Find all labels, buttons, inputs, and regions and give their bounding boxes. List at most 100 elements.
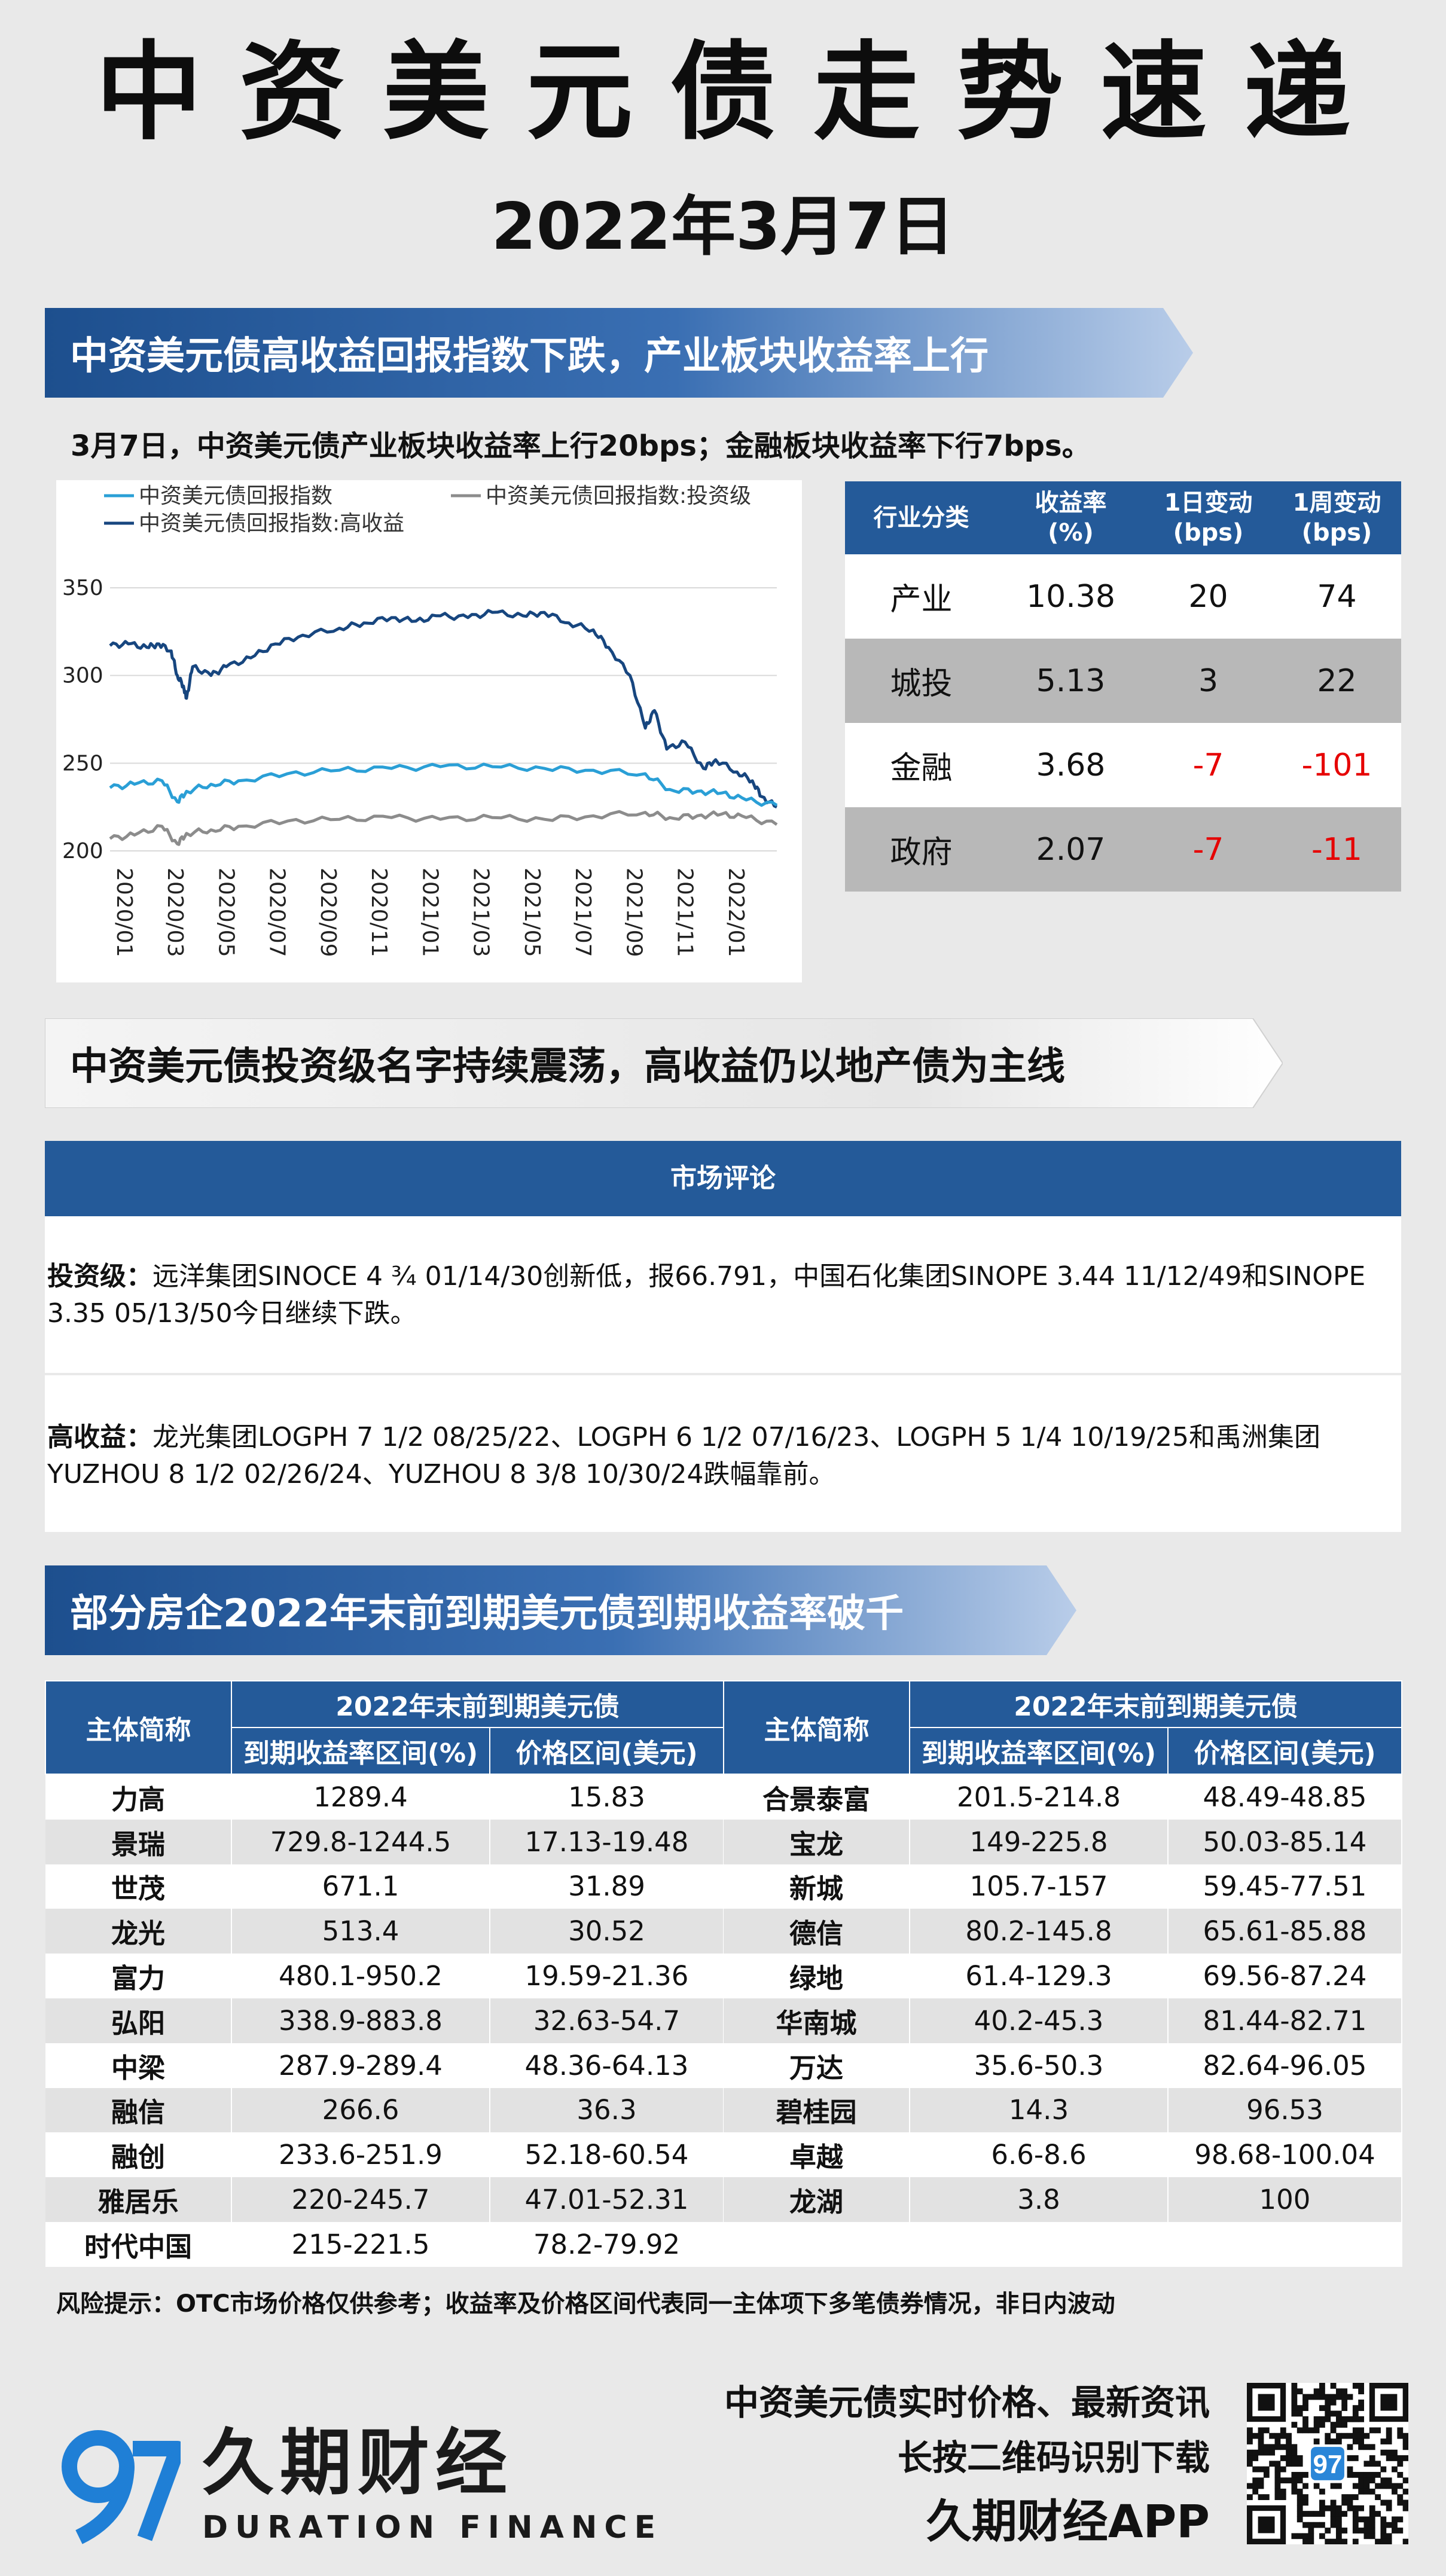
legend-total: 中资美元债回报指数: [139, 484, 332, 508]
hy-comment-text: 龙光集团LOGPH 7 1/2 08/25/22、LOGPH 6 1/2 07/…: [47, 1422, 1321, 1490]
yield-range: 513.4: [231, 1909, 490, 1954]
yield-range: 480.1-950.2: [231, 1954, 490, 1998]
table-row: 德信 80.2-145.8 65.61-85.88: [724, 1909, 1402, 1954]
industry-1d: 3: [1144, 639, 1273, 723]
entity-name: 万达: [724, 2043, 910, 2088]
entity-name: 世茂: [45, 1864, 232, 1909]
table-row: 中梁 287.9-289.4 48.36-64.13: [45, 2043, 724, 2088]
x-tick-label: 2020/07: [265, 868, 289, 957]
yield-range: 80.2-145.8: [910, 1909, 1169, 1954]
price-range: 78.2-79.92: [490, 2221, 724, 2267]
y-tick-label: 300: [62, 664, 103, 688]
x-tick-label: 2021/05: [520, 868, 544, 957]
entity-name: 龙光: [45, 1909, 232, 1954]
industry-1d: -7: [1144, 807, 1273, 892]
price-range: 30.52: [490, 1909, 724, 1954]
col-group: 2022年末前到期美元债: [909, 1680, 1402, 1728]
price-range: 48.49-48.85: [1168, 1774, 1402, 1820]
table-row: 万达 35.6-50.3 82.64-96.05: [724, 2043, 1402, 2088]
x-tick-label: 2020/03: [163, 868, 187, 957]
table-row: 融创 233.6-251.9 52.18-60.54: [45, 2132, 724, 2178]
price-range: 59.45-77.51: [1168, 1864, 1402, 1909]
yield-range: 266.6: [231, 2087, 490, 2133]
brand-logo: [55, 2425, 185, 2544]
table-row: 碧桂园 14.3 96.53: [724, 2087, 1402, 2133]
qr-code[interactable]: 97: [1247, 2383, 1409, 2545]
entity-name: 德信: [724, 1909, 910, 1954]
yield-range: 14.3: [910, 2087, 1169, 2133]
header-1w-change: 1周变动 (bps): [1273, 481, 1401, 554]
col-entity: 主体简称: [723, 1680, 910, 1775]
col-yield-range: 到期收益率区间(%): [231, 1727, 490, 1775]
col-price-range: 价格区间(美元): [489, 1727, 724, 1775]
industry-name: 政府: [845, 807, 997, 892]
industry-1w: 22: [1273, 639, 1401, 723]
price-range: 36.3: [490, 2087, 724, 2133]
yield-range: 220-245.7: [231, 2177, 490, 2222]
industry-1w: 74: [1273, 554, 1401, 639]
col-group: 2022年末前到期美元债: [231, 1680, 724, 1728]
col-yield-range: 到期收益率区间(%): [909, 1727, 1169, 1775]
col-price-range: 价格区间(美元): [1167, 1727, 1402, 1775]
price-range: 17.13-19.48: [490, 1819, 724, 1864]
hy-comment-label: 高收益：: [47, 1422, 152, 1452]
entity-name: 中梁: [45, 2043, 232, 2088]
table-row: 宝龙 149-225.8 50.03-85.14: [724, 1819, 1402, 1864]
price-range: 100: [1168, 2177, 1402, 2222]
entity-name: 绿地: [724, 1954, 910, 1998]
table-row: 华南城 40.2-45.3 81.44-82.71: [724, 1998, 1402, 2043]
table-row: 新城 105.7-157 59.45-77.51: [724, 1864, 1402, 1909]
yield-range: 338.9-883.8: [231, 1998, 490, 2043]
entity-name: 富力: [45, 1954, 232, 1998]
price-range: 19.59-21.36: [490, 1954, 724, 1998]
yield-range: 1289.4: [231, 1774, 490, 1820]
brand-name-en: DURATION FINANCE: [202, 2510, 663, 2546]
x-tick-label: 2021/01: [417, 868, 442, 957]
header-1d-change: 1日变动 (bps): [1144, 481, 1273, 554]
x-tick-label: 2022/01: [724, 868, 748, 957]
price-range: 69.56-87.24: [1168, 1954, 1402, 1998]
industry-yield: 3.68: [997, 723, 1144, 807]
hy-comment: 高收益：龙光集团LOGPH 7 1/2 08/25/22、LOGPH 6 1/2…: [45, 1419, 1401, 1493]
entity-name: [724, 2221, 910, 2267]
section1-subtitle: 3月7日，中资美元债产业板块收益率上行20bps；金融板块收益率下行7bps。: [71, 429, 1091, 463]
entity-name: 新城: [724, 1864, 910, 1909]
y-tick-label: 200: [62, 839, 103, 863]
risk-disclaimer: 风险提示：OTC市场价格仅供参考；收益率及价格区间代表同一主体项下多笔债券情况，…: [56, 2290, 1115, 2318]
yield-range: 61.4-129.3: [910, 1954, 1169, 1998]
market-comment-header: 市场评论: [45, 1141, 1401, 1216]
index-chart: 中资美元债回报指数 中资美元债回报指数:投资级 中资美元债回报指数:高收益 20…: [56, 480, 802, 982]
y-tick-label: 350: [62, 576, 103, 600]
industry-1d: -7: [1144, 723, 1273, 807]
x-tick-label: 2021/07: [571, 868, 595, 957]
qr-logo-mark: 97: [1313, 2450, 1343, 2479]
industry-1w: -101: [1273, 723, 1401, 807]
x-tick-label: 2021/09: [621, 868, 646, 957]
banner-arrow-shape: [45, 1565, 1076, 1655]
price-range: 50.03-85.14: [1168, 1819, 1402, 1864]
table-row: 富力 480.1-950.2 19.59-21.36: [45, 1954, 724, 1998]
entity-name: 合景泰富: [724, 1774, 910, 1820]
price-range: 96.53: [1168, 2087, 1402, 2133]
legend-hy: 中资美元债回报指数:高收益: [139, 511, 404, 536]
entity-name: 龙湖: [724, 2177, 910, 2222]
table-row: 世茂 671.1 31.89: [45, 1864, 724, 1909]
price-range: 15.83: [490, 1774, 724, 1820]
yield-range: [910, 2221, 1169, 2267]
header-industry: 行业分类: [845, 481, 997, 554]
app-promo: 中资美元债实时价格、最新资讯 长按二维码识别下载 久期财经APP: [552, 2377, 1210, 2551]
ig-comment: 投资级：远洋集团SINOCE 4 ¾ 01/14/30创新低，报66.791，中…: [45, 1258, 1401, 1332]
ig-comment-box: 投资级：远洋集团SINOCE 4 ¾ 01/14/30创新低，报66.791，中…: [45, 1216, 1401, 1373]
table-row: 景瑞 729.8-1244.5 17.13-19.48: [45, 1819, 724, 1864]
x-tick-label: 2020/01: [112, 868, 136, 957]
header-yield: 收益率 (%): [997, 481, 1144, 554]
y-tick-label: 250: [62, 751, 103, 776]
ig-comment-text: 远洋集团SINOCE 4 ¾ 01/14/30创新低，报66.791，中国石化集…: [47, 1261, 1366, 1329]
industry-row-industrial: 产业 10.38 20 74: [845, 554, 1401, 639]
entity-name: 融创: [45, 2132, 232, 2178]
section1-banner: 中资美元债高收益回报指数下跌，产业板块收益率上行: [45, 308, 1193, 398]
section3-banner-text: 部分房企2022年末前到期美元债到期收益率破千: [70, 1592, 904, 1636]
section1-banner-text: 中资美元债高收益回报指数下跌，产业板块收益率上行: [70, 334, 989, 379]
entity-name: 卓越: [724, 2132, 910, 2178]
logo-97-icon: [62, 2430, 185, 2544]
